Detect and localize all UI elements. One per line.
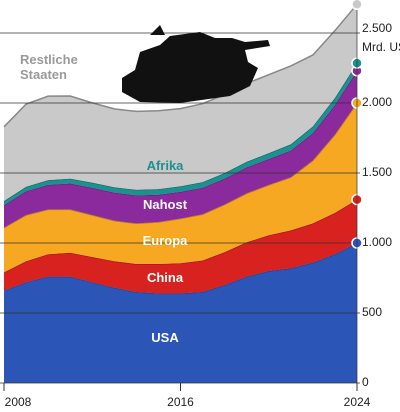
x-tick-label: 2016	[167, 395, 194, 409]
area	[4, 103, 357, 273]
x-tick-label: 2024	[344, 395, 371, 409]
area	[4, 4, 357, 201]
area	[4, 70, 357, 228]
series-label: Restliche Staaten	[20, 52, 78, 82]
y-tick-label: 0	[362, 375, 369, 389]
x-tick-label: 2008	[5, 395, 32, 409]
y-tick-label: 1.000	[362, 235, 392, 249]
tank-silhouette	[122, 25, 270, 103]
end-dot	[351, 0, 363, 11]
area-edge	[3, 3, 358, 128]
area	[4, 199, 357, 294]
y-tick-label: 2.500	[362, 21, 392, 35]
series-label: China	[146, 270, 184, 286]
series-label: Nahost	[142, 197, 188, 213]
series-label: Europa	[142, 232, 188, 248]
series-label: USA	[151, 330, 179, 346]
series-label: Afrika	[146, 158, 184, 174]
y-axis-label: Mrd. US-$	[362, 40, 400, 54]
y-tick-label: 2.000	[362, 95, 392, 109]
y-tick-label: 1.500	[362, 165, 392, 179]
y-tick-label: 500	[362, 305, 382, 319]
